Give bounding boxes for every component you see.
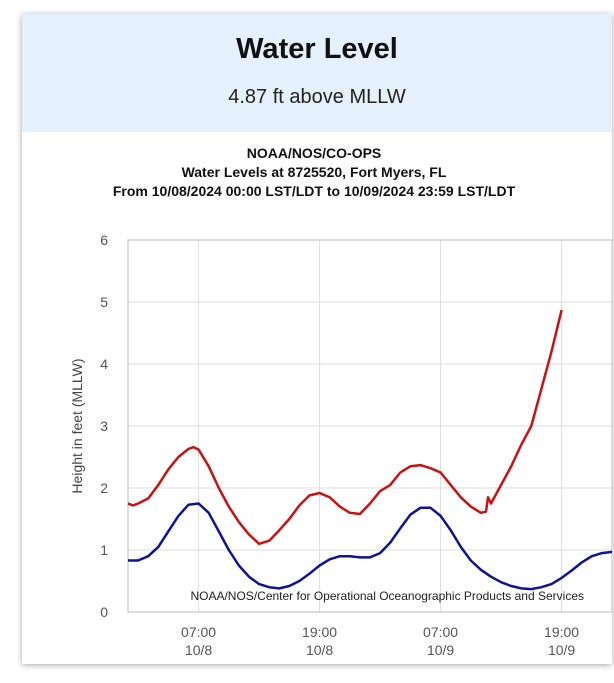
plot-frame <box>127 239 612 613</box>
x-tick-time-label: 07:00 <box>181 624 216 640</box>
x-tick-date-label: 10/9 <box>548 642 575 658</box>
y-tick-label: 3 <box>100 418 108 434</box>
x-tick-date-label: 10/9 <box>427 642 454 658</box>
y-tick-labels: 0 1 2 3 4 5 6 <box>100 232 108 620</box>
y-tick-label: 1 <box>100 542 108 558</box>
chart-title-line-2: Water Levels at 8725520, Fort Myers, FL <box>182 164 447 180</box>
x-tick-time-label: 19:00 <box>302 624 337 640</box>
water-level-card: Water Level 4.87 ft above MLLW NOAA/NOS/… <box>22 14 612 664</box>
chart-annotation: NOAA/NOS/Center for Operational Oceanogr… <box>190 589 584 603</box>
y-axis-label: Height in feet (MLLW) <box>69 358 85 493</box>
y-tick-label: 4 <box>100 356 108 372</box>
y-tick-label: 5 <box>100 294 108 310</box>
x-tick-time-label: 07:00 <box>423 624 458 640</box>
y-tick-label: 0 <box>100 604 108 620</box>
y-tick-label: 6 <box>100 232 108 248</box>
chart-title-line-3: From 10/08/2024 00:00 LST/LDT to 10/09/2… <box>113 183 516 199</box>
chart-title-line-1: NOAA/NOS/CO-OPS <box>247 145 382 161</box>
series-lines <box>127 309 612 591</box>
x-tick-labels: 07:00 10/8 19:00 10/8 07:00 10/9 19:00 10/9 <box>181 624 579 658</box>
x-tick-date-label: 10/8 <box>185 642 212 658</box>
x-tick-time-label: 19:00 <box>544 624 579 640</box>
water-level-chart: NOAA/NOS/CO-OPS Water Levels at 8725520,… <box>69 145 612 658</box>
chart-area: NOAA/NOS/CO-OPS Water Levels at 8725520,… <box>22 132 612 664</box>
card-title: Water Level <box>236 33 398 65</box>
current-level-readout: 4.87 ft above MLLW <box>228 86 406 108</box>
y-tick-label: 2 <box>100 480 108 496</box>
card-header: Water Level 4.87 ft above MLLW <box>22 14 612 132</box>
series-line-1 <box>127 309 563 546</box>
series-line-2 <box>128 502 612 591</box>
x-tick-date-label: 10/8 <box>306 642 333 658</box>
